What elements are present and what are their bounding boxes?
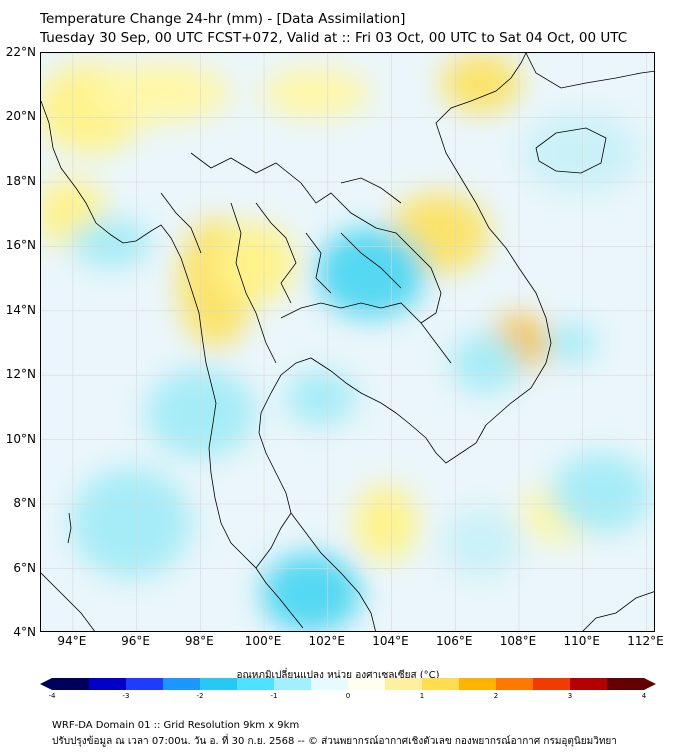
laos-north-border xyxy=(340,177,402,204)
vietnam-coastline xyxy=(435,53,552,426)
latitude-label: 4°N xyxy=(13,625,36,639)
longitude-label: 108°E xyxy=(499,634,537,648)
map-subtitle: Tuesday 30 Sep, 00 UTC FCST+072, Valid a… xyxy=(40,30,628,46)
coastlines-and-borders xyxy=(41,53,654,631)
myanmar-coastline xyxy=(41,100,257,569)
colorbar-segment xyxy=(496,678,534,690)
longitude-label: 96°E xyxy=(121,634,151,648)
colorbar-segment xyxy=(422,678,460,690)
colorbar-title: อุณหภูมิเปลี่ยนแปลง หน่วย องศาเซลเซียส (… xyxy=(236,670,440,681)
cool-area xyxy=(551,453,651,533)
latitude-label: 22°N xyxy=(5,45,36,59)
map-title: Temperature Change 24-hr (mm) - [Data As… xyxy=(40,11,406,27)
temperature-change-map xyxy=(41,53,654,631)
colorbar-segment xyxy=(459,678,497,690)
warm-area xyxy=(261,68,371,118)
longitude-label: 98°E xyxy=(184,634,214,648)
cool-area xyxy=(71,218,151,268)
colorbar-segment xyxy=(274,678,312,690)
latitude-label: 10°N xyxy=(5,431,36,446)
gulf-of-thailand-coast xyxy=(255,357,487,569)
colorbar-tick-label: 4 xyxy=(641,692,647,700)
colorbar-tick-label: 0 xyxy=(345,692,351,700)
colorbar-segment xyxy=(126,678,164,690)
cool-area xyxy=(146,368,256,458)
warm-area xyxy=(216,223,296,303)
malay-west-coast xyxy=(255,567,304,629)
warm-area xyxy=(354,485,418,561)
colorbar-min-arrow xyxy=(40,678,52,690)
borneo-coastline xyxy=(582,591,654,631)
colorbar-segment xyxy=(570,678,608,690)
colorbar-tick-label: -2 xyxy=(196,692,204,700)
longitude-label: 100°E xyxy=(244,634,282,648)
cool-area xyxy=(71,468,191,578)
colorbar-tick-label: -4 xyxy=(48,692,56,700)
andaman-island xyxy=(67,512,72,544)
colorbar-segment xyxy=(52,678,90,690)
colorbar-tick-label: -3 xyxy=(122,692,130,700)
longitude-label: 106°E xyxy=(435,634,473,648)
cold-area xyxy=(261,553,361,631)
longitude-label: 112°E xyxy=(627,634,664,648)
latitude-label: 14°N xyxy=(5,302,36,317)
thai-province-lines xyxy=(255,202,297,304)
latitude-label: 8°N xyxy=(13,496,36,511)
colorbar-max-arrow xyxy=(644,678,656,690)
colorbar-segment xyxy=(533,678,571,690)
colorbar-segment xyxy=(311,678,349,690)
cool-area xyxy=(521,113,641,193)
latitude-label: 18°N xyxy=(5,173,36,188)
colorbar-tick-label: -1 xyxy=(270,692,278,700)
cool-area xyxy=(286,370,356,426)
longitude-label: 110°E xyxy=(563,634,600,648)
latitude-label: 6°N xyxy=(13,560,36,575)
cool-area xyxy=(451,333,521,393)
colorbar-segment xyxy=(237,678,275,690)
colorbar-segment xyxy=(607,678,645,690)
thai-province-lines xyxy=(305,232,332,294)
credits-line: ปรับปรุงข้อมูล ณ เวลา 07:00น. วัน อ. ที่… xyxy=(52,736,617,747)
thai-myanmar-border xyxy=(230,202,277,364)
longitude-label: 102°E xyxy=(308,634,346,648)
colorbar-tick-label: 3 xyxy=(567,692,573,700)
latitude-label: 12°N xyxy=(5,367,36,382)
hainan-island xyxy=(535,127,607,174)
thai-province-lines xyxy=(340,232,402,289)
colorbar-segment xyxy=(348,678,386,690)
temperature-field xyxy=(41,53,651,631)
colorbar-tick-label: 1 xyxy=(419,692,425,700)
colorbar-segment xyxy=(89,678,127,690)
warm-area xyxy=(91,63,231,123)
colorbar xyxy=(40,678,656,690)
latitude-label: 20°N xyxy=(5,109,36,124)
longitude-label: 94°E xyxy=(57,634,87,648)
graticule xyxy=(41,53,654,631)
colorbar-segment xyxy=(163,678,201,690)
warm-area xyxy=(441,53,521,113)
cambodia-border xyxy=(280,302,452,364)
colorbar-tick-label: 2 xyxy=(493,692,499,700)
colorbar-segment xyxy=(385,678,423,690)
myanmar-province-lines xyxy=(160,192,202,254)
cool-area xyxy=(546,323,596,363)
cool-area xyxy=(441,508,521,578)
latitude-label: 16°N xyxy=(5,238,36,253)
malay-east-coast xyxy=(290,512,376,631)
map-panel xyxy=(40,52,655,632)
cold-area xyxy=(316,228,426,318)
sumatra-coastline xyxy=(41,572,95,631)
longitude-label: 104°E xyxy=(372,634,409,648)
colorbar-segment xyxy=(200,678,238,690)
china-coastline xyxy=(525,53,654,89)
model-info: WRF-DA Domain 01 :: Grid Resolution 9km … xyxy=(52,720,300,731)
colorbar-segments xyxy=(40,678,656,690)
laos-border xyxy=(190,152,442,324)
